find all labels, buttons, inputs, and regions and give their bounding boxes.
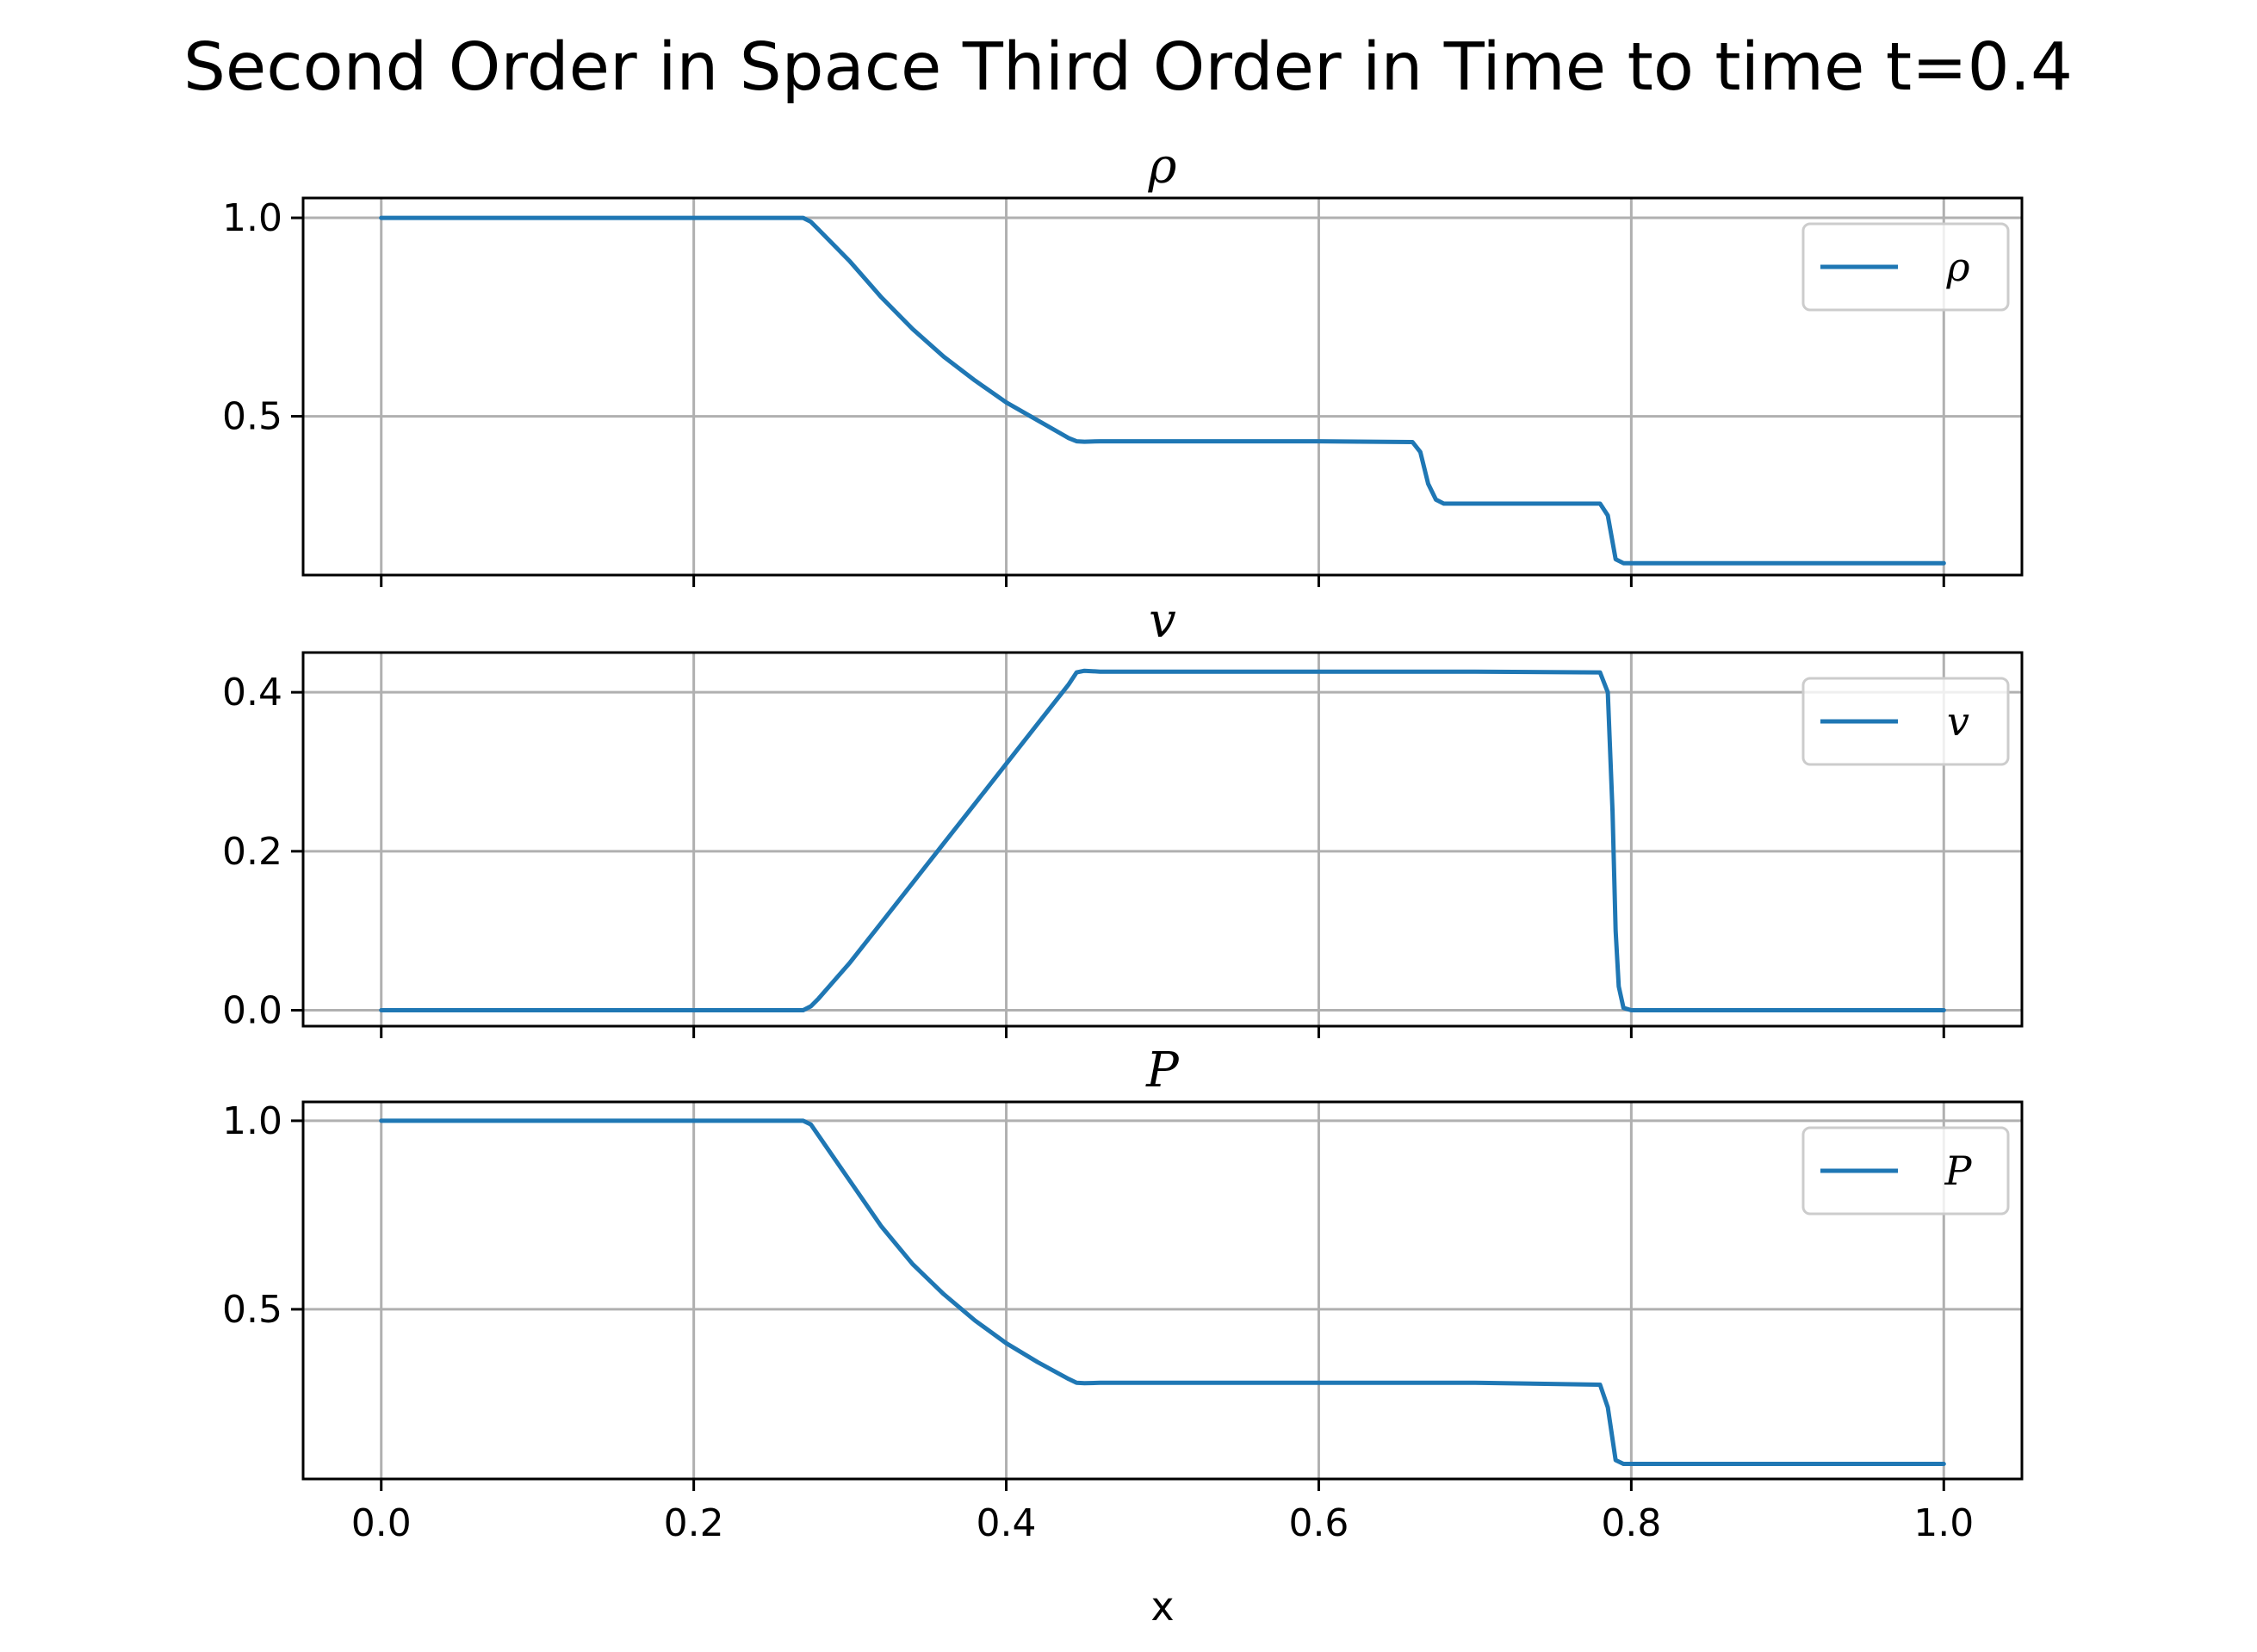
y-tick-label: 0.5 (222, 395, 282, 439)
legend-label: v (1947, 698, 1969, 745)
legend: ρ (1801, 222, 2010, 312)
subplot-title: ρ (1148, 139, 1177, 195)
legend-frame (1801, 1126, 2010, 1216)
x-tick-label: 0.8 (1601, 1501, 1661, 1545)
x-axis-label: x (1150, 1583, 1174, 1630)
legend-frame (1801, 677, 2010, 766)
x-tick-label: 0.6 (1288, 1501, 1349, 1545)
y-tick-label: 0.5 (222, 1288, 282, 1332)
x-tick-label: 0.2 (664, 1501, 724, 1545)
subplot-2: v 0.0 0.2 0.4 v (222, 593, 2024, 1038)
y-tick-label: 0.2 (222, 830, 282, 874)
series-line (379, 1118, 1946, 1466)
y-tick-label: 0.4 (222, 671, 282, 715)
grid (303, 198, 2022, 575)
axes-frame (301, 196, 2024, 577)
subplot-stack: ρ 0.5 1.0 ρ v 0.0 0.2 0.4 v P 0.0 0.2 0.4 0.6 0.8 1.0 0.… (222, 139, 2024, 1545)
legend: P (1801, 1126, 2010, 1216)
subplot-title: P (1145, 1043, 1180, 1098)
subplot-3: P 0.0 0.2 0.4 0.6 0.8 1.0 0.5 1.0 P (222, 1043, 2024, 1545)
subplot-title: v (1149, 593, 1176, 649)
axes-frame (301, 651, 2024, 1028)
subplot-1: ρ 0.5 1.0 ρ (222, 139, 2024, 587)
grid (303, 653, 2022, 1026)
y-tick-label: 1.0 (222, 196, 282, 240)
x-tick-label: 0.0 (351, 1501, 412, 1545)
y-tick-label: 1.0 (222, 1099, 282, 1143)
legend: v (1801, 677, 2010, 766)
legend-label: ρ (1945, 244, 1969, 290)
grid (303, 1102, 2022, 1479)
legend-frame (1801, 222, 2010, 312)
y-tick-label: 0.0 (222, 989, 282, 1033)
series-line (379, 215, 1946, 566)
axes-frame (301, 1100, 2024, 1481)
x-tick-label: 1.0 (1913, 1501, 1974, 1545)
x-tick-label: 0.4 (977, 1501, 1037, 1545)
figure-title: Second Order in Space Third Order in Tim… (183, 29, 2073, 106)
series-line (379, 668, 1946, 1012)
legend-label: P (1944, 1148, 1973, 1194)
